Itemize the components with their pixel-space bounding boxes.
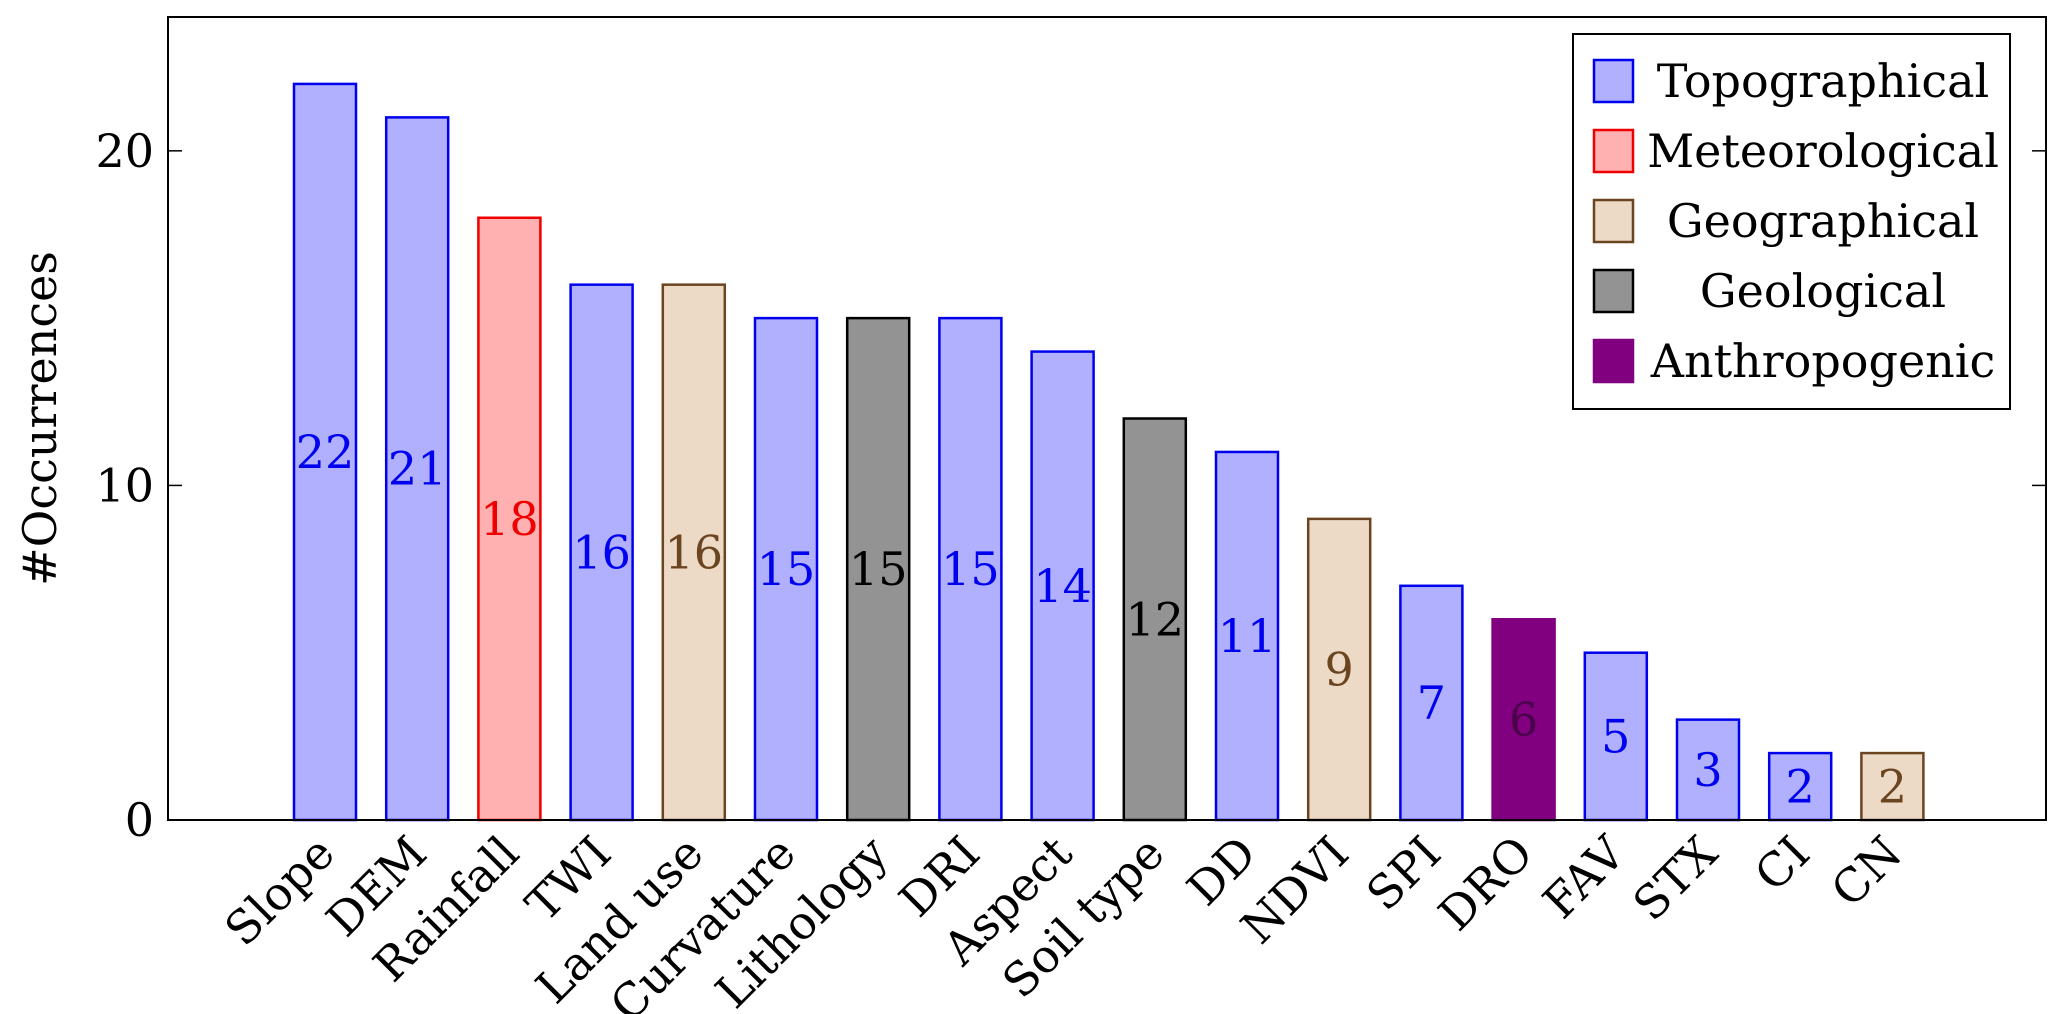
- value-label: 16: [572, 525, 631, 579]
- value-label: 6: [1509, 693, 1538, 747]
- value-label: 15: [849, 542, 908, 596]
- bar-stx: [1675, 718, 1741, 822]
- x-tick-label: Slope: [214, 826, 345, 957]
- bar-twi: [569, 283, 634, 822]
- bar-dri: [938, 316, 1003, 822]
- y-tick-label: 20: [95, 124, 154, 178]
- legend-swatch: [1592, 58, 1635, 104]
- x-tick-label: STX: [1622, 825, 1727, 930]
- legend-entry: Anthropogenic: [1650, 334, 1996, 388]
- legend-entry: Topographical: [1657, 54, 1990, 108]
- x-tick-label: DRO: [1428, 826, 1543, 941]
- x-tick-label: NDVI: [1230, 826, 1358, 954]
- bars-layer: [292, 82, 1925, 822]
- legend-swatch: [1592, 268, 1635, 314]
- bar-dem: [384, 116, 450, 822]
- y-tick-label: 0: [125, 793, 154, 847]
- legend-swatch: [1592, 198, 1635, 244]
- value-label: 2: [1786, 760, 1815, 814]
- value-label: 22: [296, 425, 355, 479]
- bar-curvature: [753, 316, 819, 822]
- bar-soil-type: [1122, 417, 1188, 822]
- value-label: 9: [1325, 642, 1354, 696]
- value-label: 7: [1417, 676, 1446, 730]
- y-tick-label: 10: [95, 458, 154, 512]
- legend-entry: Geological: [1700, 264, 1946, 318]
- x-tick-label: CI: [1744, 826, 1820, 902]
- y-axis-label: #Occurrences: [13, 251, 67, 586]
- x-tick-label: CN: [1821, 826, 1913, 918]
- value-label: 11: [1218, 609, 1277, 663]
- value-label: 15: [941, 542, 1000, 596]
- value-label: 2: [1878, 760, 1907, 814]
- bar-dd: [1214, 450, 1280, 822]
- legend-swatch: [1592, 128, 1635, 174]
- value-label: 3: [1693, 743, 1722, 797]
- value-label: 15: [757, 542, 816, 596]
- plot-frame: [167, 16, 2047, 821]
- legend: Topographical Meteorological Geographical G…: [1572, 33, 2011, 410]
- legend-entry: Geographical: [1667, 194, 1979, 248]
- legend-entry: Meteorological: [1647, 124, 1999, 178]
- y-axis: 0 10 20: [95, 124, 2046, 847]
- value-label: 14: [1033, 559, 1092, 613]
- value-label: 5: [1601, 709, 1630, 763]
- bar-ndvi: [1306, 517, 1372, 822]
- value-label: 16: [665, 525, 724, 579]
- bar-dro: [1491, 618, 1556, 822]
- legend-swatch: [1592, 338, 1635, 384]
- value-label: 12: [1126, 592, 1185, 646]
- value-label: 18: [480, 492, 539, 546]
- legend-box: [1572, 33, 2011, 410]
- value-label: 21: [388, 442, 447, 496]
- bar-slope: [292, 82, 358, 822]
- x-tick-label: FAV: [1532, 825, 1636, 929]
- bar-cn: [1860, 751, 1925, 822]
- bar-ci: [1767, 751, 1833, 822]
